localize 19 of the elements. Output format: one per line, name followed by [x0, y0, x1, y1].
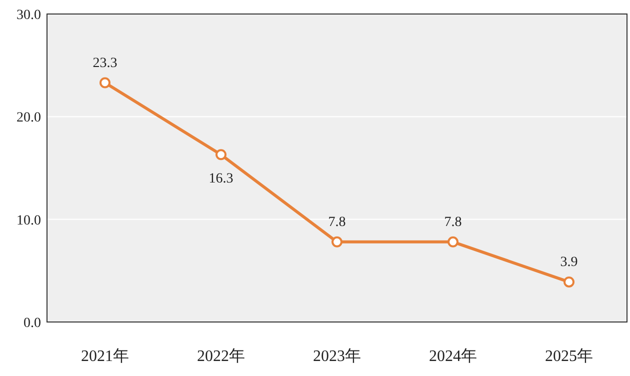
y-tick-label: 30.0 — [16, 8, 41, 23]
data-label: 7.8 — [444, 214, 462, 230]
x-tick-label: 2023年 — [313, 348, 361, 365]
point — [448, 236, 458, 248]
data-label: 7.8 — [328, 214, 346, 230]
y-tick-label: 0.0 — [24, 316, 41, 331]
y-tick-label: 10.0 — [16, 213, 41, 228]
x-tick-label: 2025年 — [545, 348, 593, 365]
point — [100, 77, 110, 88]
data-label: 23.3 — [92, 56, 118, 71]
point — [216, 149, 226, 160]
point — [564, 276, 574, 288]
point — [332, 236, 342, 248]
y-tick-label: 20.0 — [16, 110, 41, 126]
x-tick-label: 2021年 — [81, 348, 129, 365]
x-tick-label: 2024年 — [429, 348, 477, 365]
data-label: 16.3 — [208, 172, 234, 187]
x-tick-label: 2022年 — [197, 348, 245, 365]
data-label: 3.9 — [560, 254, 578, 270]
